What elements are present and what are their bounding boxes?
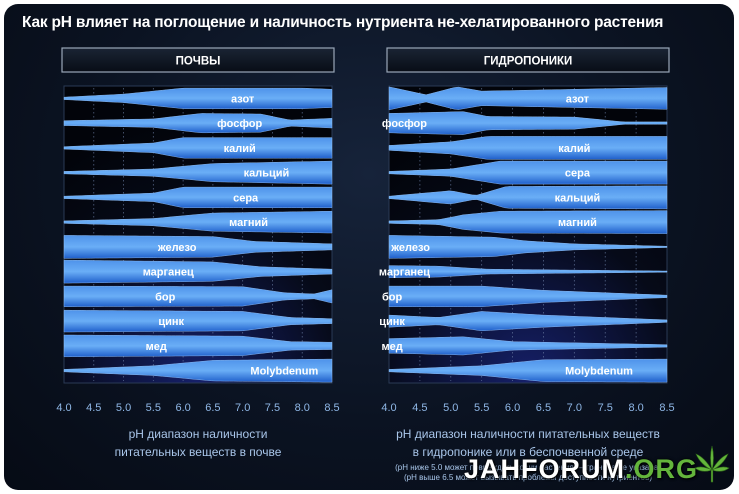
soil-band-label-6: железо bbox=[157, 242, 197, 254]
hydro-header-bar bbox=[386, 47, 670, 73]
page-title: Как pH влияет на поглощение и наличность… bbox=[22, 14, 664, 31]
hydro-tick-label: 8.5 bbox=[659, 402, 674, 414]
soil-tick-label: 4.0 bbox=[56, 402, 71, 414]
hydro-band-11 bbox=[388, 358, 668, 383]
hydro-note-line: (рН ниже 5.0 может повреждать корни раст… bbox=[395, 463, 661, 472]
soil-band-6 bbox=[63, 235, 333, 259]
hydro-tick-label: 5.0 bbox=[443, 402, 458, 414]
hydro-band-3 bbox=[388, 160, 668, 185]
hydro-band-1 bbox=[388, 111, 668, 135]
soil-band-4 bbox=[63, 186, 333, 208]
hydro-tick-label: 4.0 bbox=[381, 402, 396, 414]
hydro-tick-label: 4.5 bbox=[412, 402, 427, 414]
hydro-band-label-1: фосфор bbox=[382, 118, 427, 130]
soil-band-10 bbox=[63, 334, 333, 357]
hydro-band-label-2: калий bbox=[558, 143, 590, 155]
soil-header: ПОЧВЫ bbox=[176, 56, 221, 68]
hydro-band-label-3: сера bbox=[565, 168, 591, 180]
soil-tick-label: 6.5 bbox=[205, 402, 220, 414]
soil-tick-label: 5.0 bbox=[116, 402, 131, 414]
hydro-band-6 bbox=[388, 235, 668, 259]
hydro-band-label-10: мед bbox=[381, 341, 402, 353]
hydro-panel bbox=[388, 85, 668, 384]
hydro-band-5 bbox=[388, 210, 668, 234]
hydro-tick-label: 7.5 bbox=[598, 402, 613, 414]
hydro-band-label-9: цинк bbox=[379, 316, 405, 328]
hydro-band-label-7: марганец bbox=[379, 267, 430, 279]
hydro-header: ГИДРОПОНИКИ bbox=[484, 56, 573, 68]
hydro-band-label-6: железо bbox=[390, 242, 430, 254]
soil-band-label-7: марганец bbox=[143, 267, 194, 279]
watermark-main: JAHFORUM bbox=[463, 454, 625, 484]
hydro-tick-label: 6.0 bbox=[505, 402, 520, 414]
hydro-band-8 bbox=[388, 285, 668, 307]
hydro-band-10 bbox=[388, 336, 668, 356]
soil-band-label-2: калий bbox=[224, 143, 256, 155]
soil-band-11 bbox=[63, 358, 333, 383]
soil-band-label-1: фосфор bbox=[217, 118, 262, 130]
soil-caption-line: питательных веществ в почве bbox=[115, 445, 282, 459]
soil-band-8 bbox=[63, 285, 333, 307]
soil-band-label-4: сера bbox=[233, 192, 259, 204]
soil-band-label-9: цинк bbox=[158, 316, 184, 328]
soil-tick-label: 8.0 bbox=[295, 402, 310, 414]
soil-tick-label: 6.0 bbox=[175, 402, 190, 414]
ph-availability-chart: ПОЧВЫ азот фосфор калий кальций сера магний жел… bbox=[56, 47, 675, 482]
soil-panel bbox=[63, 85, 333, 384]
hydro-band-label-8: бор bbox=[382, 291, 403, 303]
soil-band-5 bbox=[63, 210, 333, 234]
soil-caption-line: pH диапазон наличности bbox=[129, 427, 268, 441]
cannabis-leaf-icon bbox=[694, 445, 730, 483]
soil-band-label-0: азот bbox=[231, 93, 255, 105]
soil-band-label-10: мед bbox=[146, 341, 167, 353]
soil-band-label-3: кальций bbox=[244, 168, 290, 180]
soil-tick-label: 8.5 bbox=[324, 402, 339, 414]
hydro-tick-label: 7.0 bbox=[567, 402, 582, 414]
soil-band-1 bbox=[63, 113, 333, 133]
soil-header-bar bbox=[61, 47, 335, 73]
soil-band-7 bbox=[63, 259, 333, 284]
soil-band-2 bbox=[63, 137, 333, 159]
hydro-band-label-5: магний bbox=[558, 217, 597, 229]
watermark-suffix: .ORG bbox=[624, 454, 698, 484]
soil-band-label-8: бор bbox=[155, 291, 176, 303]
soil-band-9 bbox=[63, 310, 333, 333]
hydro-caption-line: рH диапазон наличности питательных вещес… bbox=[396, 427, 660, 441]
hydro-tick-label: 8.0 bbox=[628, 402, 643, 414]
soil-band-label-5: магний bbox=[229, 217, 268, 229]
hydro-band-0 bbox=[388, 86, 668, 111]
hydro-band-7 bbox=[388, 265, 668, 278]
infographic-frame: Как pH влияет на поглощение и наличность… bbox=[4, 4, 734, 490]
hydro-band-4 bbox=[388, 185, 668, 210]
hydro-tick-label: 6.5 bbox=[536, 402, 551, 414]
hydro-band-label-0: азот bbox=[566, 93, 590, 105]
soil-tick-label: 5.5 bbox=[146, 402, 161, 414]
hydro-tick-label: 5.5 bbox=[474, 402, 489, 414]
watermark: JAHFORUM.ORG bbox=[464, 454, 698, 485]
hydro-band-9 bbox=[388, 311, 668, 332]
soil-tick-label: 7.5 bbox=[265, 402, 280, 414]
soil-band-0 bbox=[63, 87, 333, 109]
hydro-note-line: (рН выше 6.5 может вызывать проблемы дос… bbox=[404, 473, 652, 482]
soil-band-label-11: Molybdenum bbox=[250, 366, 318, 378]
hydro-band-label-4: кальций bbox=[555, 192, 601, 204]
hydro-band-2 bbox=[388, 136, 668, 160]
soil-band-3 bbox=[63, 160, 333, 185]
hydro-caption-line: в гидропонике или в беспочвенной среде bbox=[413, 445, 644, 459]
hydro-band-label-11: Molybdenum bbox=[565, 366, 633, 378]
soil-tick-label: 4.5 bbox=[86, 402, 101, 414]
soil-tick-label: 7.0 bbox=[235, 402, 250, 414]
